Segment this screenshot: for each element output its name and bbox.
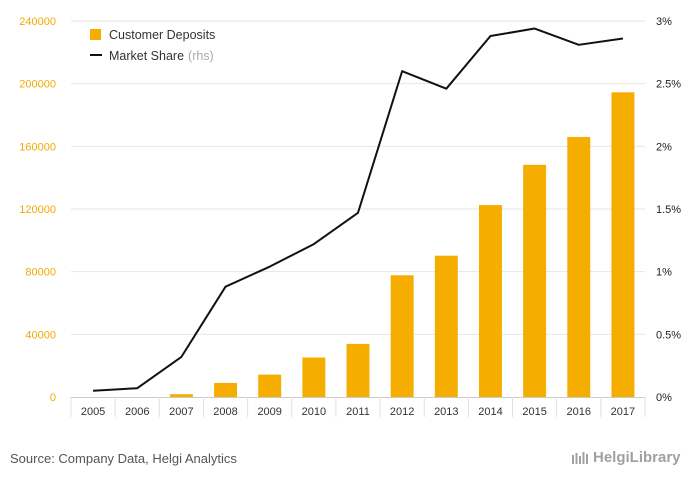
bar-customer-deposits: [567, 136, 591, 397]
y-axis-right: 0% 0.5% 1% 1.5% 2% 2.5% 3%: [656, 16, 681, 404]
y-right-tick-label: 1%: [656, 267, 672, 279]
legend-label-market-share-name: Market Share: [109, 49, 184, 63]
x-tick-label: 2009: [257, 406, 281, 418]
y-left-tick-label: 80000: [25, 267, 56, 279]
bar-customer-deposits: [346, 343, 370, 397]
gridlines: [71, 20, 645, 335]
x-tick-label: 2008: [213, 406, 237, 418]
y-right-tick-label: 3%: [656, 16, 672, 28]
legend-label-market-share: Market Share (rhs): [109, 49, 214, 63]
bar-customer-deposits: [390, 275, 414, 397]
source-note: Source: Company Data, Helgi Analytics: [10, 451, 237, 466]
legend: Customer Deposits Market Share (rhs): [90, 28, 215, 63]
bar-customer-deposits: [478, 205, 502, 397]
y-left-tick-label: 160000: [19, 141, 56, 153]
y-left-tick-label: 200000: [19, 79, 56, 91]
x-tick-label: 2006: [125, 406, 149, 418]
bar-customer-deposits: [611, 92, 635, 398]
market-share-line: [93, 27, 624, 392]
bar-customer-deposits: [214, 382, 238, 397]
y-right-tick-label: 2%: [656, 141, 672, 153]
y-left-tick-label: 240000: [19, 16, 56, 28]
y-right-tick-label: 2.5%: [656, 79, 681, 91]
chart-canvas: 0 40000 80000 120000 160000 200000 240000 0% 0.…: [19, 16, 681, 418]
x-tick-label: 2011: [346, 406, 370, 418]
x-tick-label: 2017: [611, 406, 635, 418]
bar-customer-deposits: [302, 357, 326, 397]
y-left-tick-label: 0: [50, 392, 56, 404]
x-tick-label: 2014: [478, 406, 502, 418]
logo-text: HelgiLibrary: [593, 449, 681, 466]
legend-label-rhs: (rhs): [188, 49, 214, 63]
bar-series-customer-deposits: [169, 92, 635, 398]
y-right-tick-label: 1.5%: [656, 204, 681, 216]
x-tick-label: 2007: [169, 406, 193, 418]
helgi-library-logo: HelgiLibrary: [571, 449, 681, 466]
library-logo-icon: [572, 451, 588, 464]
x-tick-label: 2016: [567, 406, 591, 418]
x-tick-label: 2010: [302, 406, 326, 418]
bar-customer-deposits: [523, 164, 547, 397]
x-tick-label: 2015: [522, 406, 546, 418]
bar-customer-deposits: [258, 374, 282, 397]
legend-swatch-customer-deposits: [90, 29, 101, 40]
line-series-market-share: [93, 27, 624, 392]
y-right-tick-label: 0.5%: [656, 329, 681, 341]
bar-customer-deposits: [434, 255, 458, 397]
y-left-tick-label: 120000: [19, 204, 56, 216]
y-axis-left: 0 40000 80000 120000 160000 200000 240000: [19, 16, 56, 404]
x-tick-label: 2005: [81, 406, 105, 418]
legend-label-customer-deposits: Customer Deposits: [109, 28, 215, 42]
y-left-tick-label: 40000: [25, 329, 56, 341]
y-right-tick-label: 0%: [656, 392, 672, 404]
bar-customer-deposits: [169, 394, 193, 397]
x-tick-label: 2012: [390, 406, 414, 418]
x-tick-label: 2013: [434, 406, 458, 418]
x-axis: 2005 2006 2007 2008 2009 2010 2011 2012 2013 2014…: [70, 397, 646, 418]
